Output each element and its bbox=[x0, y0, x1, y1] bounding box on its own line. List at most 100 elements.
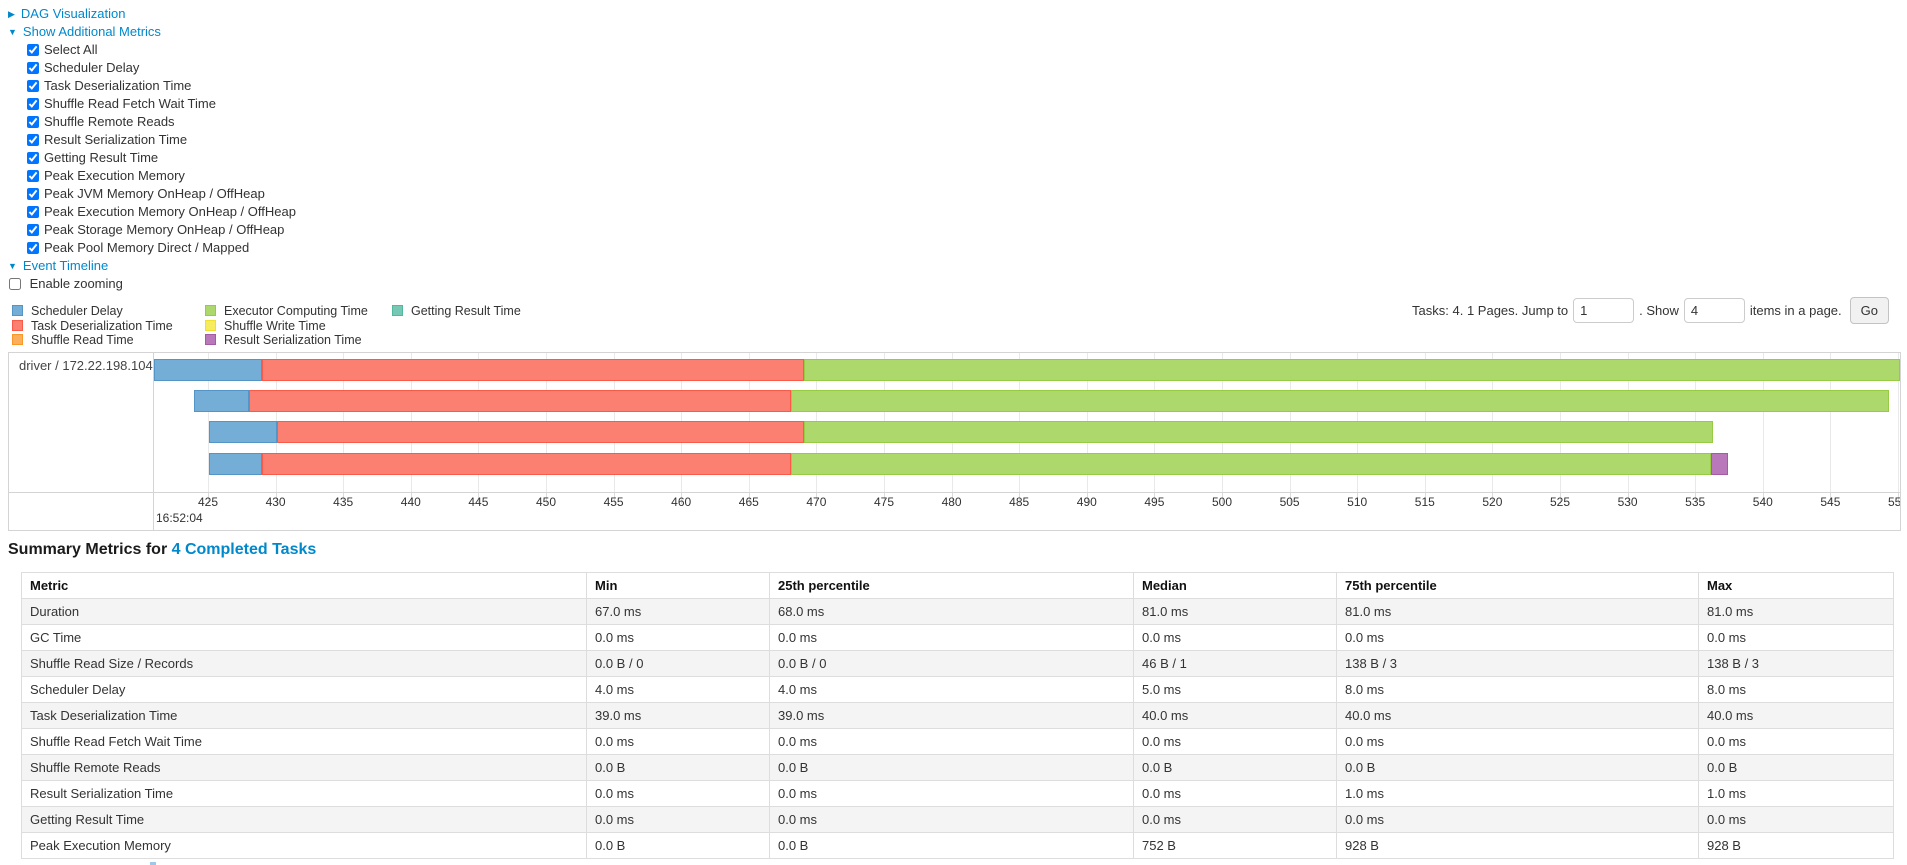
checkbox-peak-jvm-memory-onheap-offheap[interactable] bbox=[27, 188, 39, 200]
event-timeline-link[interactable]: Event Timeline bbox=[22, 258, 109, 273]
checkbox-getting-result-time[interactable] bbox=[27, 152, 39, 164]
go-button[interactable]: Go bbox=[1849, 297, 1889, 324]
metric-checkbox-row-shuffle-remote-reads[interactable]: Shuffle Remote Reads bbox=[8, 113, 296, 131]
legend-column: Executor Computing Time Shuffle Write Tim… bbox=[205, 304, 392, 348]
metric-checkbox-row-result-serialization-time[interactable]: Result Serialization Time bbox=[8, 131, 296, 149]
axis-tick bbox=[1762, 493, 1764, 504]
metric-value-cell: 928 B bbox=[1698, 832, 1894, 859]
axis-tick-label: 515 bbox=[1414, 495, 1435, 509]
legend-item-shuffle-read-time: Shuffle Read Time bbox=[12, 333, 205, 348]
timeline-bar-scheduler-delay[interactable] bbox=[209, 421, 277, 443]
metric-value-cell: 0.0 B bbox=[769, 832, 1134, 859]
metric-checkbox-label: Peak Pool Memory Direct / Mapped bbox=[44, 240, 250, 255]
axis-tick bbox=[1289, 493, 1291, 504]
axis-tick-label: 505 bbox=[1279, 495, 1300, 509]
timeline-bar-scheduler-delay[interactable] bbox=[154, 359, 263, 381]
timeline-bar-scheduler-delay[interactable] bbox=[209, 453, 263, 475]
axis-tick-label: 550 bbox=[1887, 495, 1900, 509]
axis-tick bbox=[343, 493, 345, 504]
metric-checkbox-row-scheduler-delay[interactable]: Scheduler Delay bbox=[8, 59, 296, 77]
metric-name-cell: Task Deserialization Time bbox=[21, 702, 587, 729]
enable-zooming-row[interactable]: Enable zooming bbox=[8, 276, 123, 291]
metric-checkbox-row-peak-execution-memory[interactable]: Peak Execution Memory bbox=[8, 167, 296, 185]
axis-tick bbox=[613, 493, 615, 504]
timeline-bar-result-serialization-time[interactable] bbox=[1711, 453, 1728, 475]
chevron-right-icon: ▶ bbox=[8, 9, 15, 19]
timeline-bar-task-deserialization-time[interactable] bbox=[262, 453, 791, 475]
show-additional-metrics-link[interactable]: Show Additional Metrics bbox=[22, 24, 161, 39]
jump-to-page-input[interactable] bbox=[1573, 298, 1635, 323]
axis-tick bbox=[208, 493, 209, 504]
axis-tick bbox=[1695, 493, 1697, 504]
metric-name-cell: Shuffle Remote Reads bbox=[21, 754, 587, 781]
axis-tick bbox=[748, 493, 750, 504]
axis-tick bbox=[1424, 493, 1426, 504]
legend-swatch-icon bbox=[12, 305, 23, 316]
axis-tick bbox=[884, 493, 885, 504]
metric-value-cell: 8.0 ms bbox=[1698, 676, 1894, 703]
timeline-bar-executor-computing-time[interactable] bbox=[790, 390, 1889, 412]
metric-checkbox-label: Shuffle Remote Reads bbox=[44, 114, 175, 129]
checkbox-peak-execution-memory-onheap-offheap[interactable] bbox=[27, 206, 39, 218]
checkbox-task-deserialization-time[interactable] bbox=[27, 80, 39, 92]
legend-label: Shuffle Write Time bbox=[224, 318, 326, 333]
checkbox-select-all[interactable] bbox=[27, 44, 39, 56]
metric-value-cell: 0.0 B bbox=[586, 754, 770, 781]
timeline-bar-executor-computing-time[interactable] bbox=[804, 421, 1713, 443]
table-header-row: Metric Min 25th percentile Median 75th perce… bbox=[21, 572, 1894, 599]
timeline-bar-task-deserialization-time[interactable] bbox=[248, 390, 791, 412]
legend-swatch-icon bbox=[205, 334, 216, 345]
table-row-peak-execution-memory: Peak Execution Memory 0.0 B 0.0 B 752 B 928 … bbox=[21, 832, 1894, 859]
metric-checkbox-row-peak-jvm-memory-onheap-offheap[interactable]: Peak JVM Memory OnHeap / OffHeap bbox=[8, 185, 296, 203]
timeline-bar-executor-computing-time[interactable] bbox=[804, 359, 1900, 381]
metric-checkbox-label: Peak JVM Memory OnHeap / OffHeap bbox=[44, 186, 265, 201]
axis-tick bbox=[1627, 493, 1629, 504]
metric-value-cell: 1.0 ms bbox=[1698, 780, 1894, 807]
axis-tick bbox=[1560, 493, 1561, 504]
checkbox-result-serialization-time[interactable] bbox=[27, 134, 39, 146]
checkbox-scheduler-delay[interactable] bbox=[27, 62, 39, 74]
axis-tick-label: 535 bbox=[1685, 495, 1706, 509]
event-timeline-chart: driver / 172.22.198.104 425 430 435 440 445 4… bbox=[8, 352, 1901, 531]
items-per-page-input[interactable] bbox=[1683, 298, 1745, 323]
show-additional-metrics-toggle[interactable]: ▼ Show Additional Metrics bbox=[8, 23, 296, 41]
timeline-bar-scheduler-delay[interactable] bbox=[194, 390, 249, 412]
event-timeline-toggle[interactable]: ▼ Event Timeline bbox=[8, 257, 296, 275]
enable-zooming-checkbox[interactable] bbox=[9, 278, 21, 290]
axis-tick bbox=[275, 493, 277, 504]
column-header-min: Min bbox=[586, 572, 770, 599]
checkbox-shuffle-remote-reads[interactable] bbox=[27, 116, 39, 128]
metric-checkbox-row-shuffle-read-fetch-wait-time[interactable]: Shuffle Read Fetch Wait Time bbox=[8, 95, 296, 113]
legend-swatch-icon bbox=[205, 319, 216, 331]
summary-metrics-title: Summary Metrics for 4 Completed Tasks bbox=[8, 541, 316, 559]
timeline-bar-executor-computing-time[interactable] bbox=[790, 453, 1712, 475]
axis-tick bbox=[1086, 493, 1088, 504]
metric-value-cell: 68.0 ms bbox=[769, 598, 1134, 625]
legend-swatch-icon bbox=[392, 305, 403, 316]
metric-checkbox-row-task-deserialization-time[interactable]: Task Deserialization Time bbox=[8, 77, 296, 95]
checkbox-peak-pool-memory-direct-mapped[interactable] bbox=[27, 242, 39, 254]
axis-tick-label: 540 bbox=[1752, 495, 1773, 509]
metric-value-cell: 4.0 ms bbox=[769, 676, 1134, 703]
axis-major-time-label: 16:52:04 bbox=[156, 511, 203, 525]
metric-value-cell: 0.0 ms bbox=[769, 806, 1134, 833]
checkbox-shuffle-read-fetch-wait-time[interactable] bbox=[27, 98, 39, 110]
table-row-shuffle-read-size-records: Shuffle Read Size / Records 0.0 B / 0 0.0 … bbox=[21, 650, 1894, 677]
timeline-bar-task-deserialization-time[interactable] bbox=[276, 421, 805, 443]
metric-checkbox-row-peak-pool-memory-direct-mapped[interactable]: Peak Pool Memory Direct / Mapped bbox=[8, 239, 296, 257]
dag-visualization-toggle[interactable]: ▶ DAG Visualization bbox=[8, 5, 296, 23]
metric-checkbox-row-select-all[interactable]: Select All bbox=[8, 41, 296, 59]
timeline-bar-task-deserialization-time[interactable] bbox=[262, 359, 805, 381]
checkbox-peak-execution-memory[interactable] bbox=[27, 170, 39, 182]
metric-checkbox-row-peak-storage-memory-onheap-offheap[interactable]: Peak Storage Memory OnHeap / OffHeap bbox=[8, 221, 296, 239]
completed-tasks-link[interactable]: 4 Completed Tasks bbox=[171, 541, 317, 558]
metric-value-cell: 0.0 ms bbox=[1698, 728, 1894, 755]
metric-checkbox-row-peak-execution-memory-onheap-offheap[interactable]: Peak Execution Memory OnHeap / OffHeap bbox=[8, 203, 296, 221]
metric-checkbox-row-getting-result-time[interactable]: Getting Result Time bbox=[8, 149, 296, 167]
dag-visualization-link[interactable]: DAG Visualization bbox=[20, 6, 126, 21]
axis-tick bbox=[478, 493, 480, 504]
metric-value-cell: 0.0 ms bbox=[1698, 624, 1894, 651]
checkbox-peak-storage-memory-onheap-offheap[interactable] bbox=[27, 224, 39, 236]
pagination-summary-text: Tasks: 4. 1 Pages. Jump to bbox=[1412, 303, 1569, 318]
